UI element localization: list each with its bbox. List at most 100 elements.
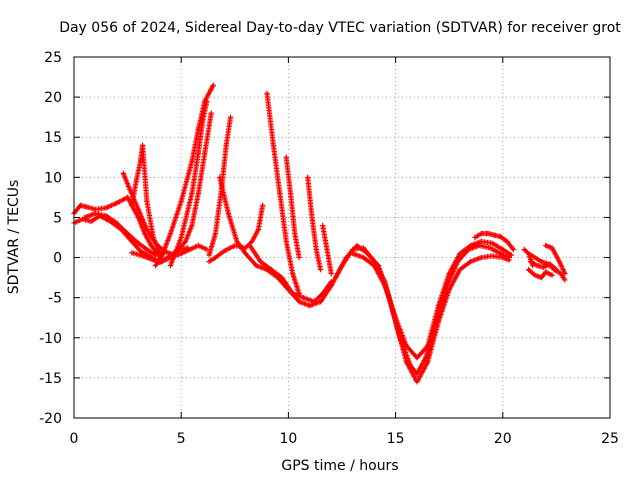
series-arc-26 xyxy=(543,242,568,277)
data-point xyxy=(257,258,264,265)
x-axis-label: GPS time / hours xyxy=(281,458,398,474)
data-point xyxy=(446,271,452,277)
y-tick-label: 5 xyxy=(53,210,62,226)
data-point xyxy=(549,272,555,278)
data-point xyxy=(555,257,562,263)
data-point xyxy=(189,190,195,196)
data-point xyxy=(152,262,159,269)
data-point xyxy=(538,258,544,265)
data-point xyxy=(360,254,367,261)
data-point xyxy=(521,246,527,253)
data-layer xyxy=(71,82,568,385)
data-point xyxy=(103,205,109,211)
data-point xyxy=(157,259,163,265)
data-point xyxy=(268,266,274,273)
data-point xyxy=(504,238,510,245)
data-point xyxy=(425,343,431,349)
data-point xyxy=(283,238,289,245)
data-point xyxy=(182,238,189,245)
data-point xyxy=(562,271,568,277)
data-point xyxy=(144,246,150,253)
series-arc-18 xyxy=(320,222,334,277)
data-point xyxy=(508,252,514,258)
data-point xyxy=(103,213,109,219)
data-point xyxy=(242,250,249,257)
data-point xyxy=(478,230,484,237)
data-point xyxy=(129,250,135,256)
data-point xyxy=(530,262,536,269)
data-point xyxy=(204,98,210,104)
data-point xyxy=(487,245,493,251)
data-point xyxy=(313,246,319,253)
y-tick-label: 20 xyxy=(44,90,62,106)
data-point xyxy=(309,214,315,221)
y-axis-label: SDTVAR / TECUs xyxy=(6,180,22,295)
data-point xyxy=(247,242,253,249)
data-point xyxy=(525,250,532,257)
data-point xyxy=(277,190,283,196)
data-point xyxy=(140,142,146,148)
data-point xyxy=(279,275,285,281)
data-point xyxy=(472,234,478,241)
grid xyxy=(74,57,610,418)
data-point xyxy=(540,264,547,270)
data-point xyxy=(114,220,120,226)
series-arc-19 xyxy=(317,245,512,385)
data-point xyxy=(371,262,377,269)
data-point xyxy=(142,230,148,237)
data-point xyxy=(328,271,334,277)
data-point xyxy=(305,174,311,180)
data-point xyxy=(365,250,371,257)
data-point xyxy=(468,258,474,265)
data-point xyxy=(167,262,174,269)
data-point xyxy=(125,230,131,237)
data-point xyxy=(195,242,201,249)
data-point xyxy=(324,246,330,253)
data-point xyxy=(202,150,208,156)
data-point-markers xyxy=(525,266,555,281)
x-tick-label: 25 xyxy=(601,431,619,447)
data-point xyxy=(408,363,414,369)
data-point xyxy=(189,158,195,164)
data-point xyxy=(435,303,442,309)
data-point xyxy=(178,198,184,204)
data-point xyxy=(283,154,289,160)
data-point xyxy=(135,214,141,221)
data-point xyxy=(553,266,559,273)
data-point xyxy=(300,295,307,301)
data-point xyxy=(354,242,360,249)
series-arc-14 xyxy=(247,242,334,305)
data-point xyxy=(129,202,135,209)
data-point xyxy=(543,242,549,249)
data-point xyxy=(114,200,120,206)
series-arc-17 xyxy=(305,174,324,273)
data-point xyxy=(221,248,227,254)
data-point xyxy=(77,202,84,209)
data-point xyxy=(234,238,240,245)
data-point xyxy=(178,250,184,257)
data-point xyxy=(264,90,270,96)
data-point xyxy=(225,210,231,217)
data-point xyxy=(270,142,276,148)
data-point xyxy=(489,240,495,246)
series-arc-22 xyxy=(472,230,517,253)
data-point xyxy=(296,254,302,261)
data-point xyxy=(296,299,302,305)
data-point-markers xyxy=(332,242,512,377)
data-point xyxy=(393,315,399,321)
x-tick-label: 0 xyxy=(70,431,79,447)
data-point xyxy=(210,82,216,88)
data-point xyxy=(137,248,144,254)
data-point xyxy=(307,303,313,309)
data-point xyxy=(317,299,324,305)
x-tick-label: 5 xyxy=(177,431,186,447)
data-point xyxy=(167,254,174,261)
data-point xyxy=(223,142,229,148)
data-point xyxy=(255,226,261,233)
data-point xyxy=(260,202,266,209)
data-point xyxy=(206,258,212,265)
data-point xyxy=(135,206,141,213)
data-point xyxy=(498,234,504,240)
data-point xyxy=(292,230,298,237)
